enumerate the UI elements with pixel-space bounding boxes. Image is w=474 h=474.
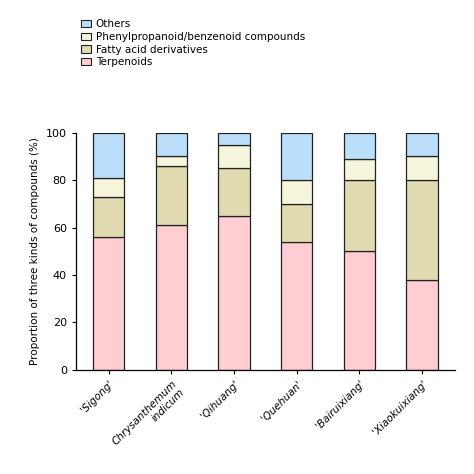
Bar (219, 133, 250, 145)
Bar (407, 133, 438, 156)
Bar (344, 159, 375, 180)
Bar (93, 178, 124, 197)
Bar (281, 180, 312, 204)
Bar (156, 225, 187, 370)
Bar (156, 156, 187, 166)
Bar (344, 133, 375, 159)
Bar (219, 216, 250, 370)
Bar (219, 145, 250, 168)
Bar (407, 280, 438, 370)
Bar (219, 168, 250, 216)
Bar (93, 197, 124, 237)
Bar (281, 133, 312, 180)
Bar (407, 180, 438, 280)
Bar (156, 166, 187, 225)
Bar (156, 133, 187, 156)
Legend: Others, Phenylpropanoid/benzenoid compounds, Fatty acid derivatives, Terpenoids: Others, Phenylpropanoid/benzenoid compou… (81, 19, 305, 67)
Y-axis label: Proportion of three kinds of compounds (%): Proportion of three kinds of compounds (… (30, 137, 40, 365)
Bar (344, 251, 375, 370)
Bar (281, 242, 312, 370)
Bar (93, 237, 124, 370)
Bar (93, 133, 124, 178)
Bar (407, 156, 438, 180)
Bar (344, 180, 375, 251)
Bar (281, 204, 312, 242)
